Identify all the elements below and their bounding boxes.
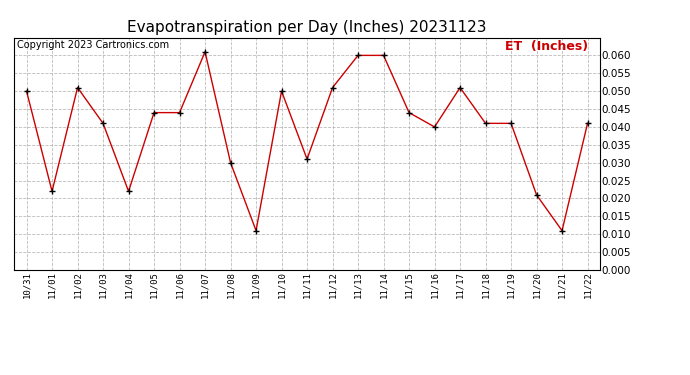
Text: Copyright 2023 Cartronics.com: Copyright 2023 Cartronics.com [17, 40, 169, 50]
Text: ET  (Inches): ET (Inches) [506, 40, 589, 53]
Title: Evapotranspiration per Day (Inches) 20231123: Evapotranspiration per Day (Inches) 2023… [127, 20, 487, 35]
